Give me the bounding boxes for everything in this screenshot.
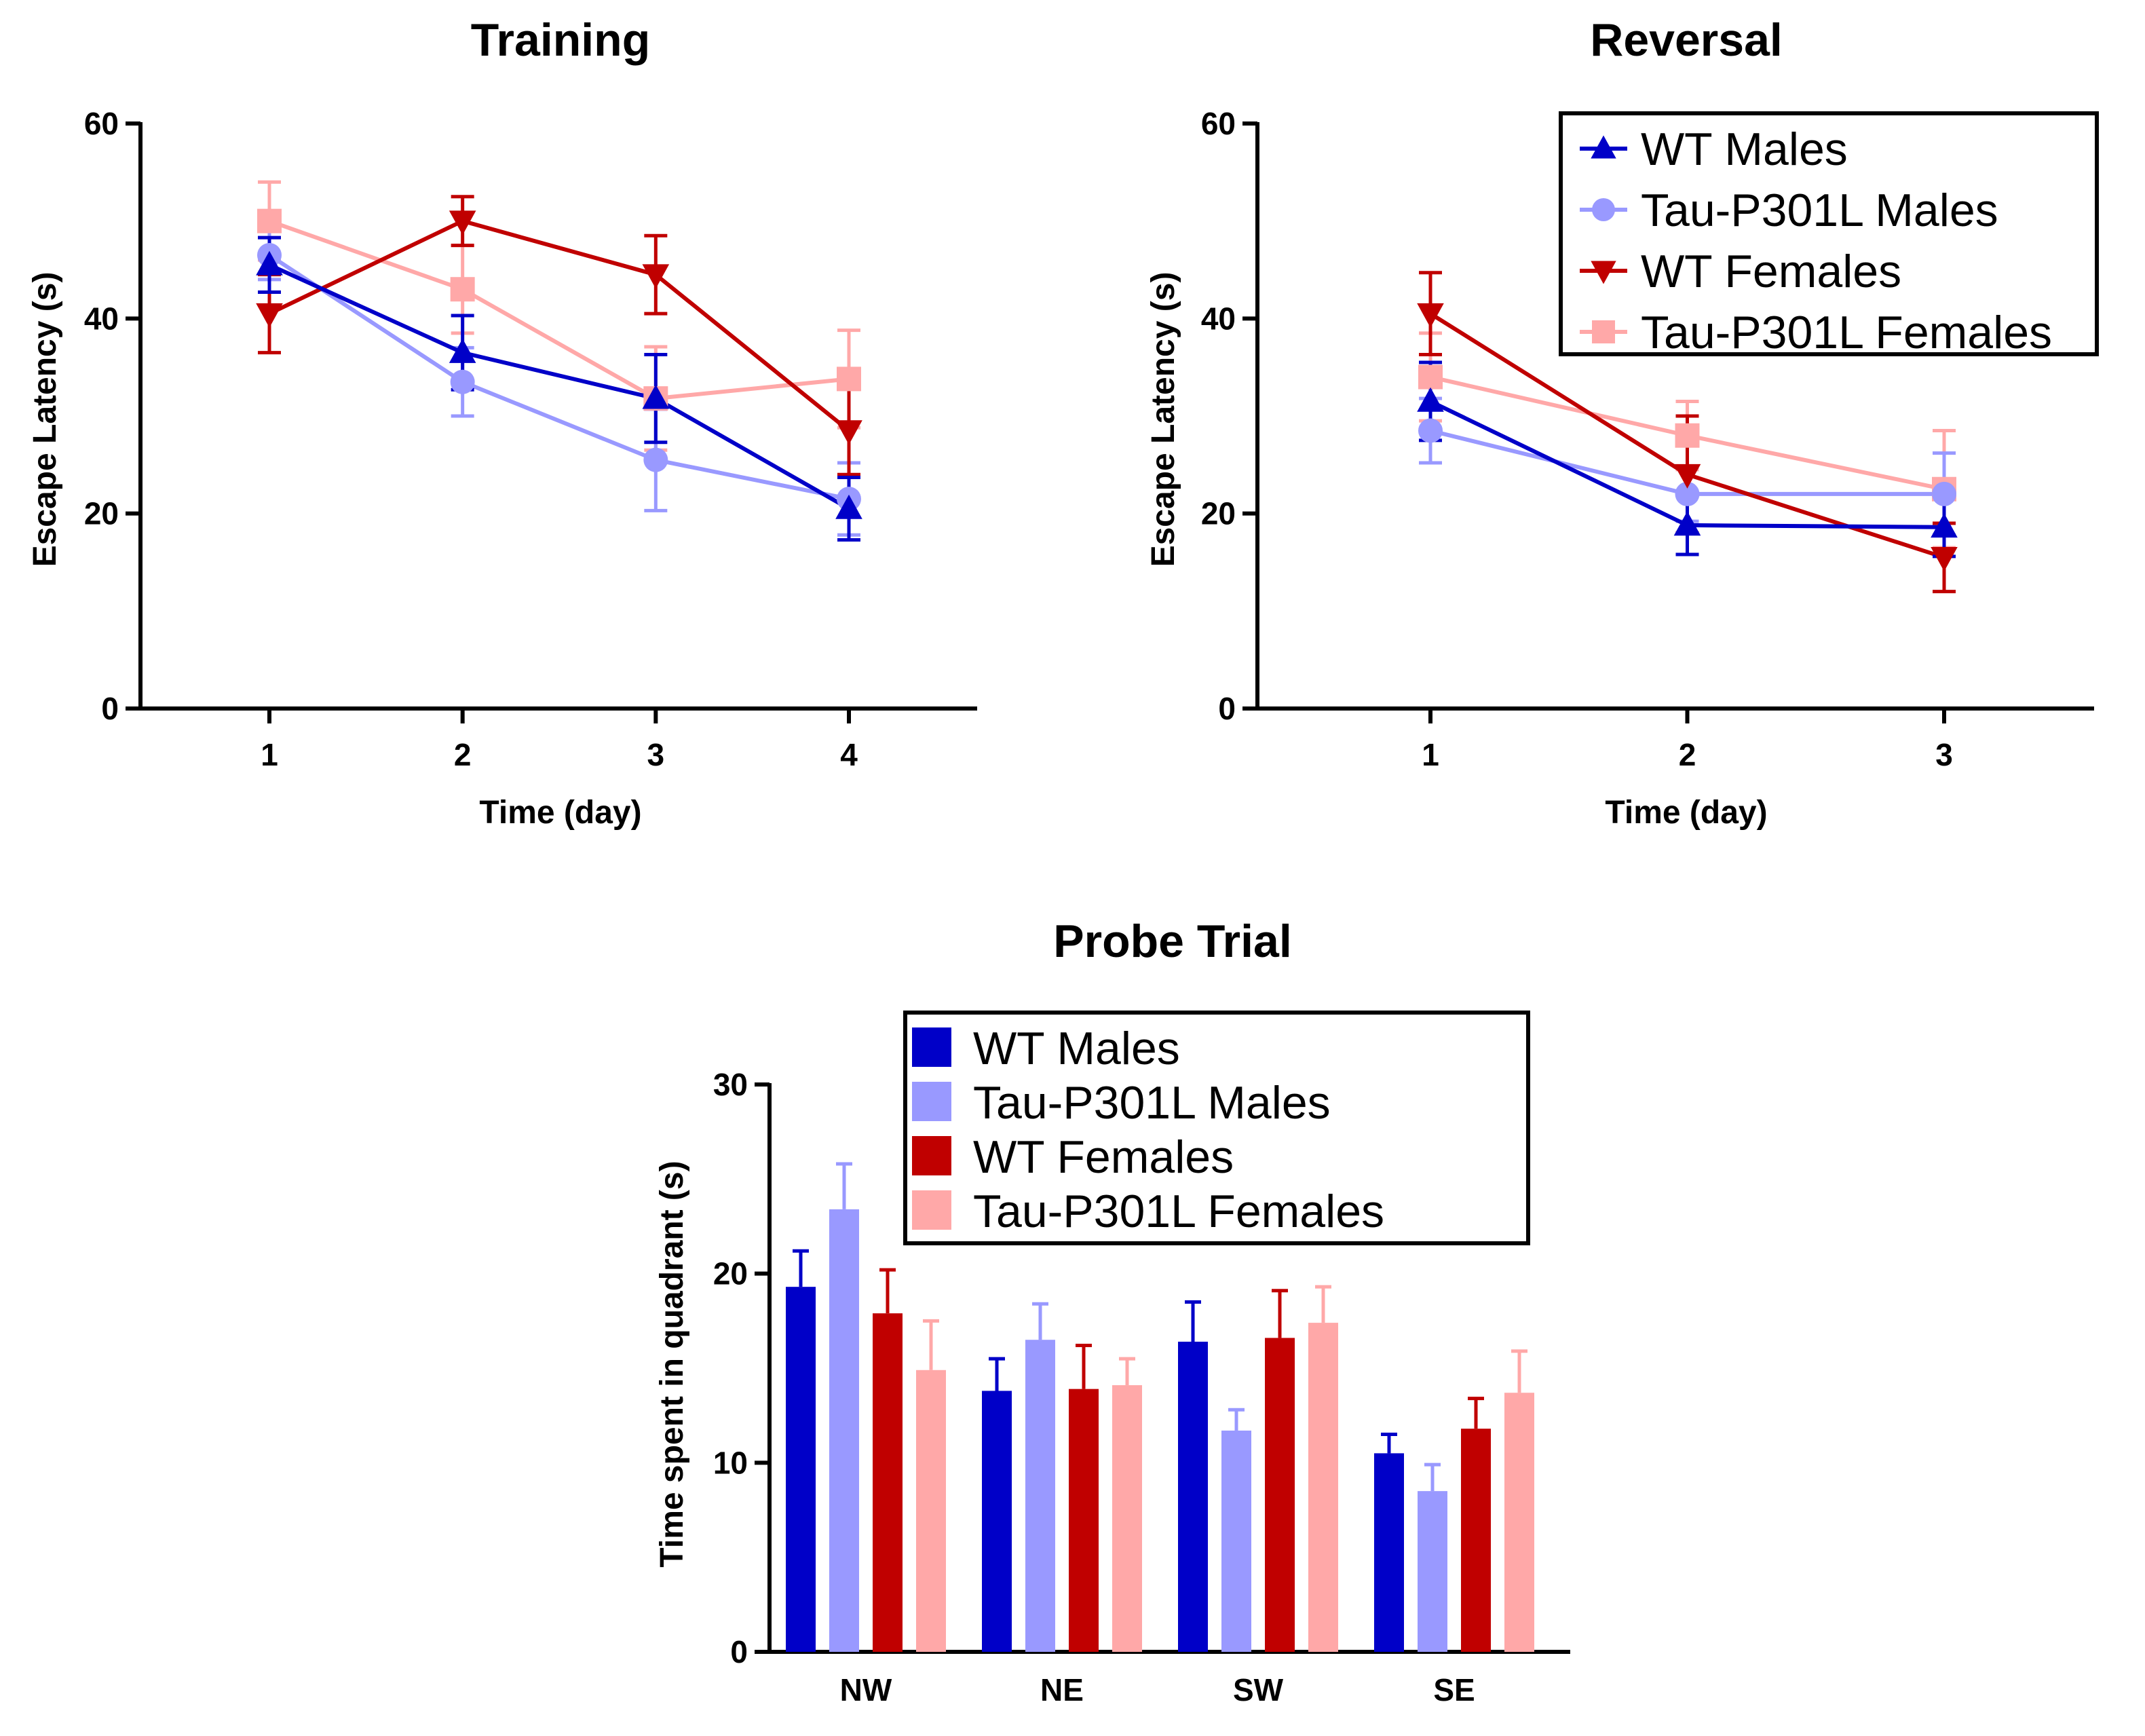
- training-chart: Training Time (day) Escape Latency (s) 0…: [27, 14, 977, 831]
- probe-y-tick-label: 30: [713, 1067, 748, 1102]
- training-wt-females-point: [256, 303, 283, 328]
- probe-x-tick-label: SW: [1233, 1672, 1284, 1707]
- training-y-tick-label: 60: [84, 106, 119, 141]
- reversal-legend-wt-males-marker: [1591, 135, 1616, 159]
- probe-wt-females-bar: [1069, 1389, 1099, 1652]
- probe-tau-p301l-females-bar: [1308, 1323, 1338, 1652]
- probe-y-tick-label: 0: [730, 1634, 748, 1669]
- training-wt-females-point: [835, 420, 862, 445]
- probe-tau-p301l-females-bar: [916, 1370, 946, 1652]
- reversal-title: Reversal: [1590, 14, 1783, 66]
- probe-wt-males-bar: [982, 1391, 1012, 1652]
- probe-y-tick-label: 10: [713, 1445, 748, 1480]
- training-wt-females-point: [449, 210, 476, 235]
- probe-legend-wt-males-swatch: [912, 1027, 951, 1067]
- probe-legend-tau-p301l-females-label: Tau-P301L Females: [973, 1186, 1384, 1237]
- probe-legend-tau-p301l-males-label: Tau-P301L Males: [973, 1077, 1331, 1129]
- reversal-wt-males-point: [1931, 513, 1958, 538]
- probe-trial-chart: Probe Trial Time spent in quadrant (s) 0…: [654, 916, 1570, 1707]
- reversal-y-tick-label: 20: [1201, 496, 1236, 531]
- probe-legend-wt-males-label: WT Males: [973, 1023, 1180, 1074]
- training-x-tick-label: 3: [647, 737, 665, 772]
- reversal-wt-males-point: [1417, 387, 1444, 412]
- reversal-legend-tau-p301l-males-label: Tau-P301L Males: [1641, 185, 1998, 236]
- reversal-tau-p301l-females-point: [1418, 364, 1443, 390]
- probe-legend-wt-females-label: WT Females: [973, 1131, 1234, 1183]
- training-tau-p301l-females-point: [257, 208, 282, 233]
- reversal-y-tick-label: 0: [1218, 691, 1236, 726]
- training-x-tick-label: 2: [454, 737, 472, 772]
- training-y-axis-label: Escape Latency (s): [27, 272, 63, 567]
- probe-wt-females-bar: [873, 1313, 903, 1652]
- probe-y-axis-label: Time spent in quadrant (s): [654, 1161, 690, 1567]
- probe-legend-tau-p301l-males-swatch: [912, 1082, 951, 1121]
- reversal-legend-wt-females-marker: [1591, 261, 1616, 284]
- probe-y-tick-label: 20: [713, 1256, 748, 1291]
- probe-x-tick-label: NW: [840, 1672, 892, 1707]
- training-title: Training: [471, 14, 650, 66]
- reversal-legend-box: [1559, 111, 2099, 356]
- probe-legend-tau-p301l-females-swatch: [912, 1190, 951, 1230]
- reversal-wt-females-point: [1673, 464, 1701, 489]
- training-y-tick-label: 20: [84, 496, 119, 531]
- training-x-axis-label: Time (day): [479, 795, 641, 831]
- training-wt-males-point: [835, 494, 862, 519]
- reversal-x-tick-label: 1: [1422, 737, 1439, 772]
- reversal-x-tick-label: 3: [1935, 737, 1953, 772]
- training-y-tick-label: 40: [84, 301, 119, 336]
- probe-x-tick-label: NE: [1040, 1672, 1084, 1707]
- probe-tau-p301l-males-bar: [1025, 1340, 1055, 1652]
- training-wt-females-line: [268, 219, 850, 432]
- training-wt-males-line: [268, 263, 850, 511]
- training-tau-p301l-males-point: [450, 369, 475, 394]
- training-tau-p301l-females-point: [450, 277, 475, 302]
- training-y-tick-label: 0: [101, 691, 119, 726]
- probe-tau-p301l-females-bar: [1504, 1393, 1534, 1652]
- reversal-legend-tau-p301l-females-marker: [1592, 320, 1615, 343]
- training-wt-males-point: [449, 338, 476, 363]
- reversal-y-tick-label: 60: [1201, 106, 1236, 141]
- reversal-tau-p301l-females-point: [1675, 423, 1700, 448]
- probe-title: Probe Trial: [1053, 916, 1291, 967]
- training-tau-p301l-females-line: [269, 219, 850, 401]
- reversal-tau-p301l-males-point: [1932, 481, 1956, 506]
- training-wt-males-point: [642, 384, 670, 409]
- probe-tau-p301l-females-bar: [1112, 1385, 1142, 1652]
- reversal-x-axis-label: Time (day): [1605, 795, 1767, 831]
- probe-tau-p301l-males-bar: [1418, 1491, 1447, 1652]
- training-tau-p301l-males-point: [643, 447, 668, 472]
- probe-tau-p301l-males-bar: [829, 1209, 859, 1652]
- probe-legend-box: [903, 1011, 1530, 1245]
- reversal-chart: Reversal Time (day) Escape Latency (s) 0…: [1145, 14, 2099, 831]
- probe-wt-females-bar: [1461, 1429, 1491, 1652]
- reversal-x-tick-label: 2: [1679, 737, 1696, 772]
- probe-legend-wt-females-swatch: [912, 1136, 951, 1175]
- training-tau-p301l-females-point: [837, 366, 861, 392]
- training-x-tick-label: 1: [261, 737, 278, 772]
- reversal-y-axis-label: Escape Latency (s): [1145, 272, 1181, 567]
- probe-tau-p301l-males-bar: [1221, 1430, 1251, 1652]
- reversal-tau-p301l-males-point: [1675, 481, 1700, 506]
- reversal-y-tick-label: 40: [1201, 301, 1236, 336]
- training-x-tick-label: 4: [840, 737, 858, 772]
- reversal-tau-p301l-males-point: [1418, 418, 1443, 443]
- training-wt-males-point: [256, 250, 283, 276]
- reversal-legend-tau-p301l-males-marker: [1592, 198, 1615, 221]
- probe-wt-males-bar: [1178, 1341, 1208, 1652]
- probe-wt-males-bar: [1374, 1453, 1404, 1652]
- reversal-legend-wt-females-label: WT Females: [1641, 246, 1901, 297]
- reversal-wt-females-point: [1417, 303, 1444, 328]
- reversal-legend-wt-males-label: WT Males: [1641, 124, 1848, 175]
- reversal-legend-tau-p301l-females-label: Tau-P301L Females: [1641, 307, 2052, 358]
- reversal-wt-males-point: [1673, 511, 1701, 536]
- training-tau-p301l-males-line: [268, 253, 850, 502]
- probe-wt-females-bar: [1265, 1338, 1295, 1652]
- probe-x-tick-label: SE: [1433, 1672, 1475, 1707]
- probe-wt-males-bar: [786, 1287, 816, 1652]
- training-wt-females-point: [642, 264, 670, 289]
- reversal-wt-females-point: [1931, 547, 1958, 572]
